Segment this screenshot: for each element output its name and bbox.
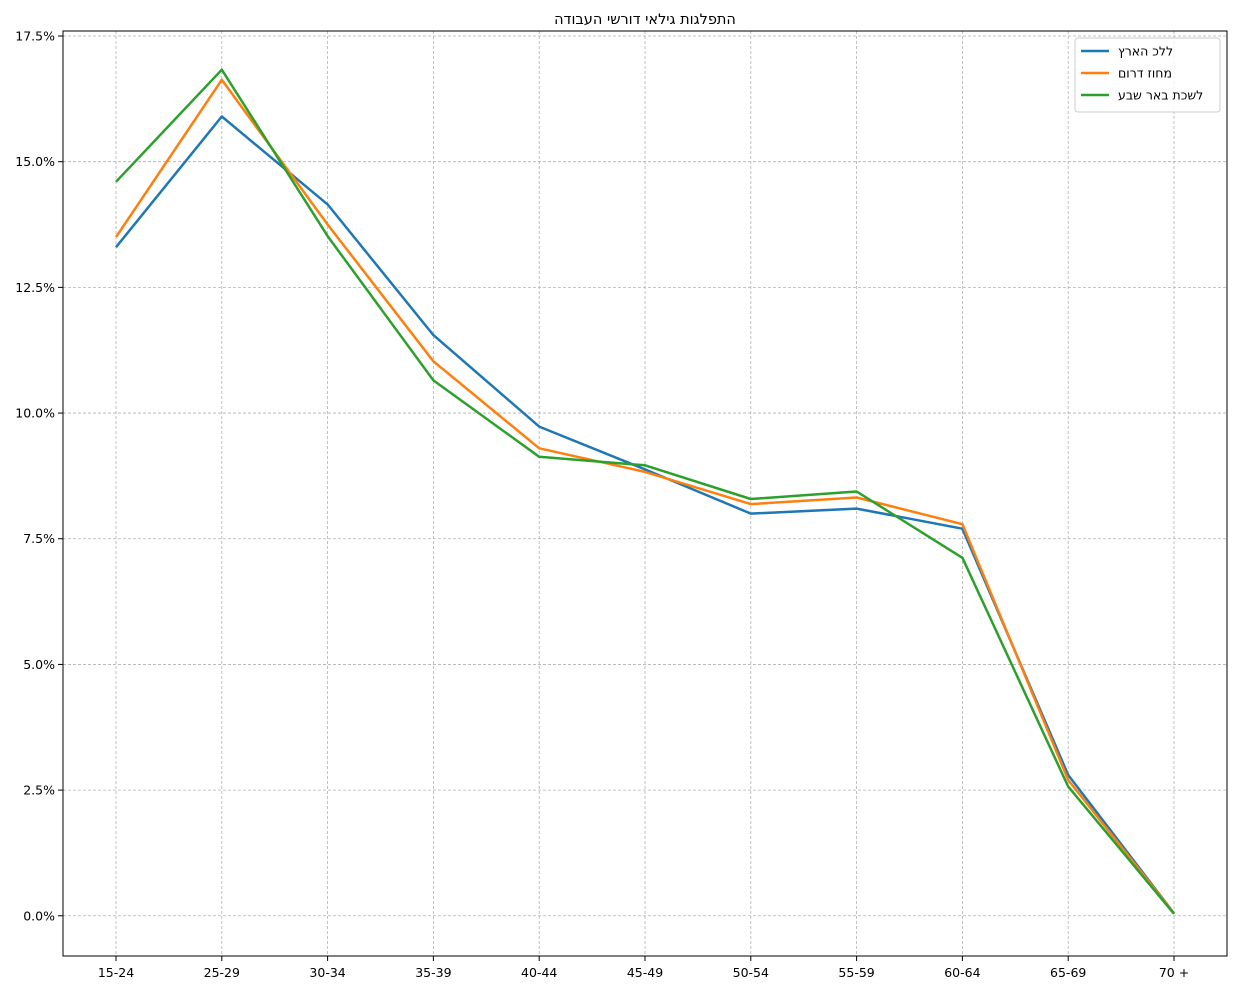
y-tick-label: 2.5% [23,783,55,798]
x-tick-label: 60-64 [944,965,980,980]
axes: 15-24 25-29 30-34 35-39 40-44 45-49 50-54 55-59… [15,29,1189,980]
x-tick-label: 50-54 [733,965,769,980]
y-tick-label: 5.0% [23,657,55,672]
x-tick-label: 40-44 [521,965,557,980]
legend-label: לשכת באר שבע [1118,88,1203,103]
x-tick-label: 55-59 [838,965,874,980]
x-tick-label: 45-49 [627,965,663,980]
legend-label: ללכ הארץ [1118,44,1173,59]
x-tick-label: 65-69 [1050,965,1086,980]
y-tick-label: 15.0% [15,154,55,169]
series-line [115,68,1175,915]
grid-lines [63,31,1227,956]
x-tick-label: 30-34 [309,965,345,980]
x-tick-label: 15-24 [98,965,134,980]
x-tick-label: 70 + [1159,965,1189,980]
y-tick-label: 0.0% [23,908,55,923]
y-tick-label: 7.5% [23,531,55,546]
series-line [114,78,1175,915]
x-tick-label: 35-39 [415,965,451,980]
legend: ללכ הארץ מחוז דרום לשכת באר שבע [1074,37,1221,113]
legend-box [1074,37,1221,113]
chart-title: התפלגות גילאי דורשי העבודה [554,12,736,28]
series-lines [114,68,1175,915]
y-tick-label: 10.0% [15,406,55,421]
y-tick-label: 17.5% [15,29,55,44]
legend-label: מחוז דרום [1118,66,1172,81]
x-tick-label: 25-29 [204,965,240,980]
y-tick-label: 12.5% [15,280,55,295]
